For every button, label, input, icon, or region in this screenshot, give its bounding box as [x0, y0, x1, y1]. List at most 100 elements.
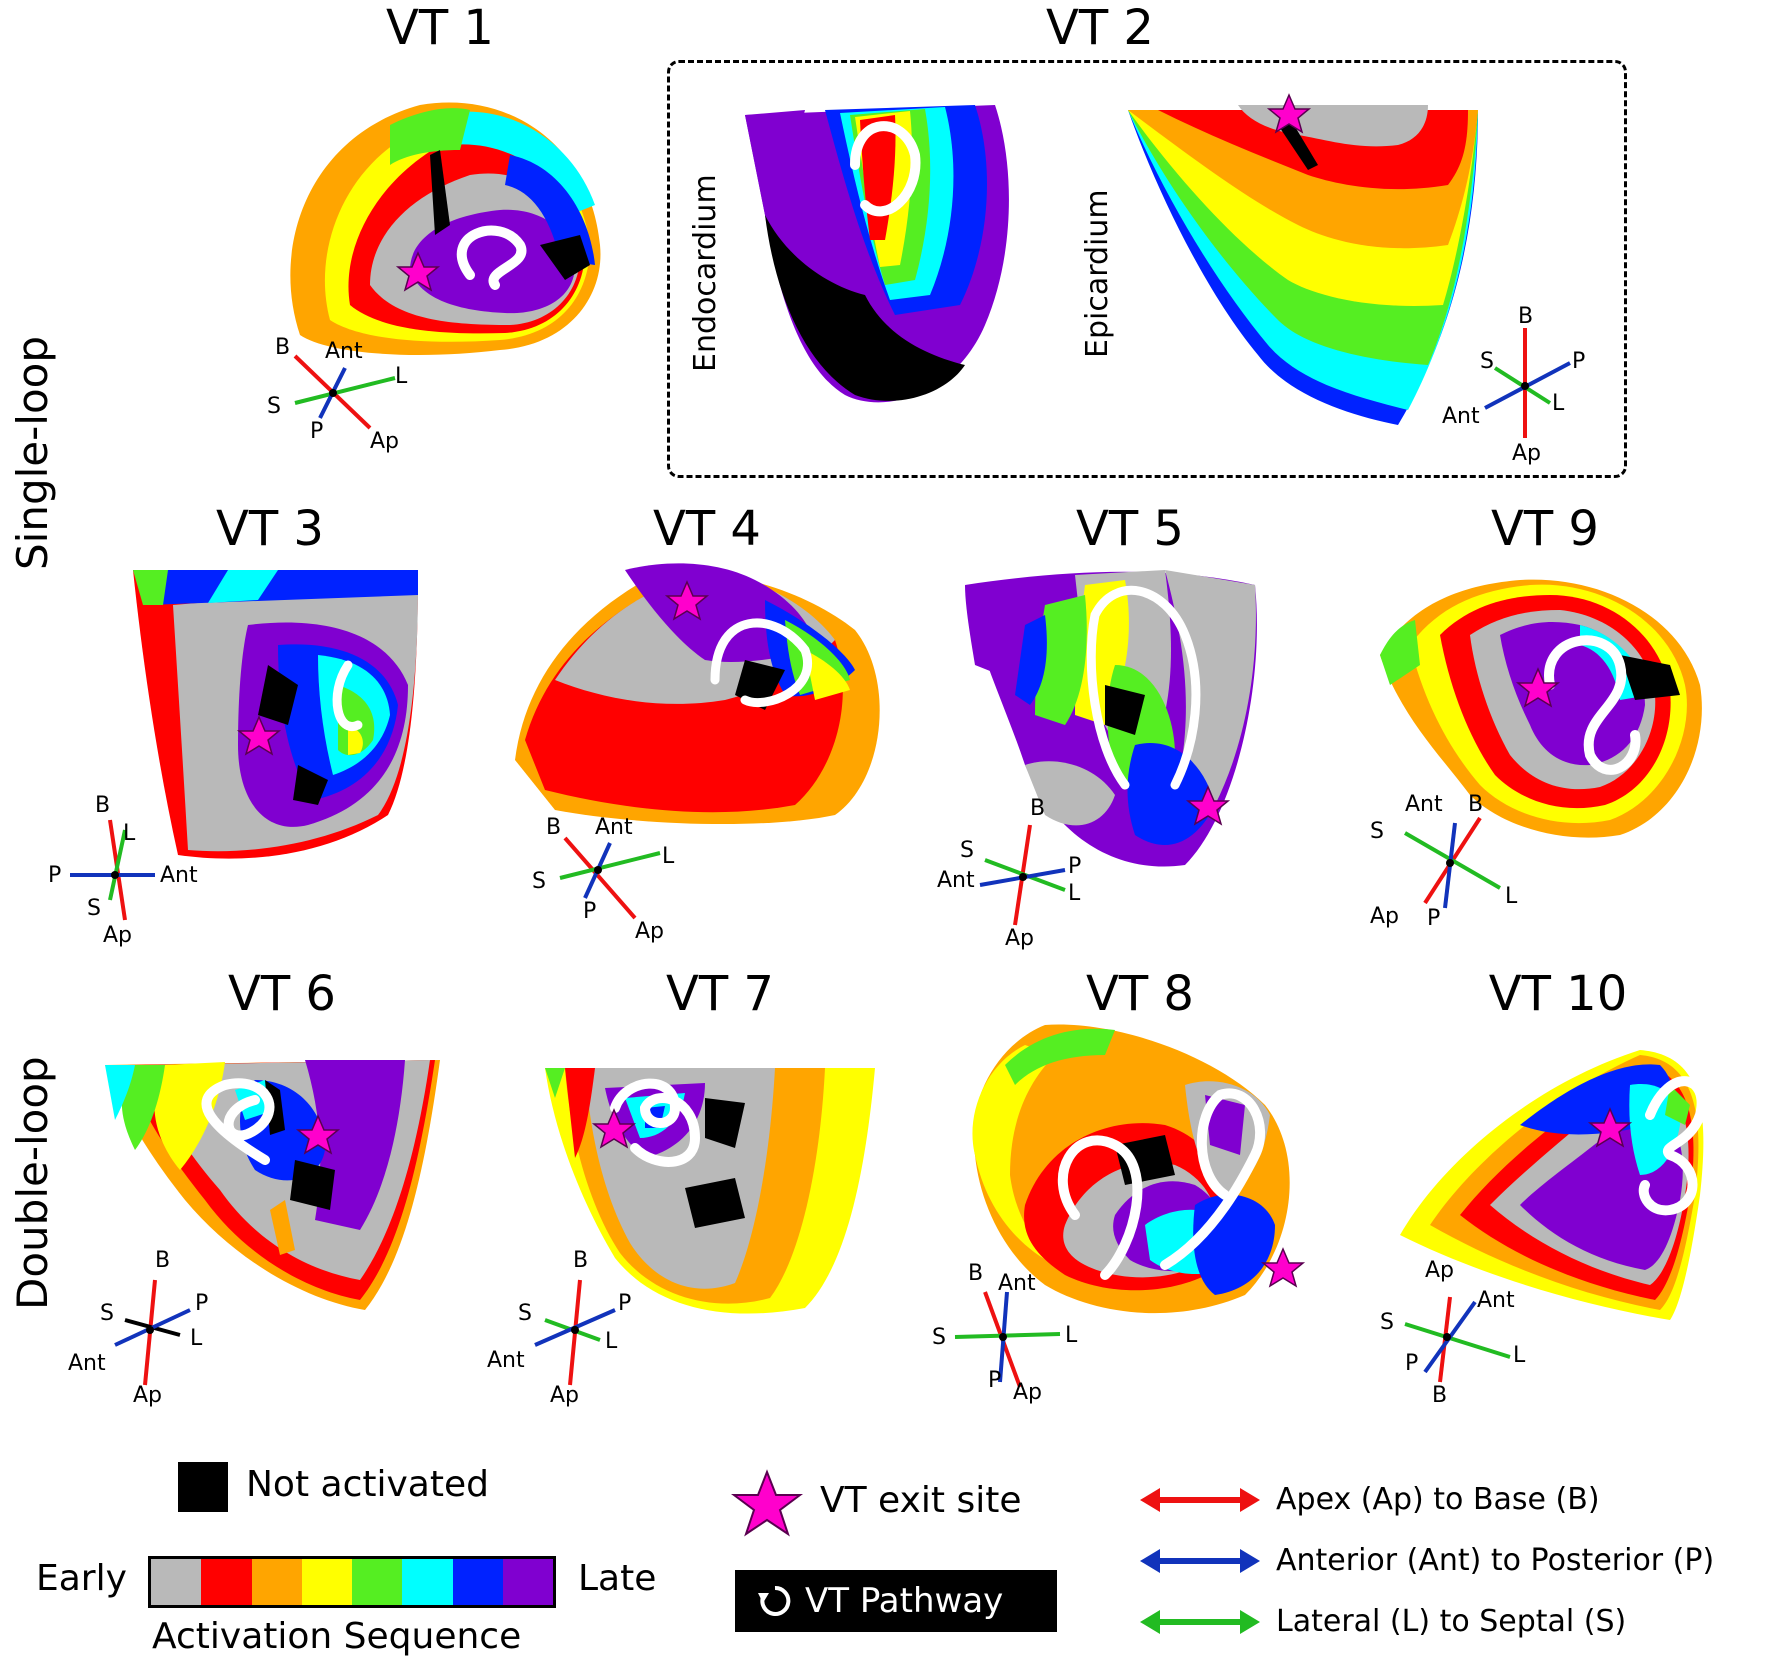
orient-label: Ap [1005, 926, 1034, 951]
orient-label: S [518, 1301, 532, 1326]
orient-label: B [155, 1248, 170, 1273]
orient-label: L [662, 844, 675, 869]
orient-label: S [1380, 1310, 1394, 1335]
ant-post-arrow-icon [1140, 1549, 1260, 1573]
row-label-double-loop: Double-loop [8, 1056, 57, 1310]
orient-label: L [1552, 391, 1565, 416]
orient-label: Ap [1512, 441, 1541, 466]
color-purple [502, 1559, 553, 1605]
axis-lat-sept [294, 376, 396, 405]
orient-label: S [532, 869, 546, 894]
color-green [352, 1559, 403, 1605]
exit-site-label: VT exit site [820, 1480, 1022, 1521]
heart-vt6 [105, 1060, 440, 1310]
color-gray [151, 1559, 202, 1605]
orient-vt5: B S Ant P L Ap [937, 796, 1081, 951]
orient-vt9: Ant B S L Ap P [1370, 792, 1518, 931]
title-vt3: VT 3 [216, 501, 324, 557]
color-red [201, 1559, 252, 1605]
orient-label: Ap [133, 1383, 162, 1408]
early-label: Early [36, 1558, 127, 1599]
title-vt10: VT 10 [1488, 966, 1628, 1022]
pathway-legend: VT Pathway [735, 1570, 1057, 1632]
orient-label: B [1432, 1383, 1447, 1408]
orient-label: B [1030, 796, 1045, 821]
orient-label: L [1068, 881, 1081, 906]
orient-label: Ant [325, 339, 363, 364]
orient-label: Ap [370, 429, 399, 454]
orient-label: B [95, 793, 110, 818]
title-vt9: VT 9 [1491, 501, 1599, 557]
orient-vt1: B Ant L S P Ap [267, 335, 408, 454]
title-vt2: VT 2 [1046, 0, 1154, 56]
orient-label: P [988, 1368, 1001, 1393]
orient-label: P [48, 863, 61, 888]
heart-vt8 [972, 1024, 1306, 1314]
orient-label: L [1065, 1323, 1078, 1348]
orient-label: Ap [103, 923, 132, 948]
orient-label: L [1505, 884, 1518, 909]
vt2-frame [667, 60, 1627, 478]
orient-label: Ap [1370, 904, 1399, 929]
title-vt8: VT 8 [1086, 966, 1194, 1022]
orient-label: L [1513, 1343, 1526, 1368]
axis-lat-sept [559, 851, 661, 880]
orient-label: B [573, 1248, 588, 1273]
orient-vt8: B Ant S L P Ap [932, 1261, 1078, 1405]
color-cyan [402, 1559, 453, 1605]
orient-label: Ap [635, 919, 664, 944]
orient-label: Ant [937, 868, 975, 893]
heart-vt4 [515, 563, 880, 825]
heart-vt2-endocardium [745, 105, 1009, 403]
orient-label: L [605, 1329, 618, 1354]
heart-vt7 [545, 1068, 875, 1314]
pathway-label: VT Pathway [805, 1581, 1004, 1621]
color-orange [251, 1559, 302, 1605]
orient-label: S [1480, 349, 1494, 374]
apex-base-arrow-icon [1140, 1488, 1260, 1512]
apex-base-label: Apex (Ap) to Base (B) [1276, 1482, 1600, 1517]
orient-label: P [1405, 1351, 1418, 1376]
axis-lat-sept [954, 1332, 1061, 1339]
orient-label: P [195, 1291, 208, 1316]
heart-vt2-epicardium [1128, 93, 1478, 425]
orient-vt3: B L P Ant S Ap [48, 793, 198, 948]
title-vt4: VT 4 [653, 501, 761, 557]
activation-colorbar [148, 1556, 556, 1608]
orient-vt4: B Ant L S P Ap [532, 815, 675, 944]
orient-label: Ant [998, 1271, 1036, 1296]
loop-arrow-icon [758, 1585, 791, 1616]
orient-label: Ant [595, 815, 633, 840]
axis-lat-sept [108, 829, 127, 901]
orient-label: B [1518, 304, 1533, 329]
label-epicardium: Epicardium [1080, 189, 1115, 358]
late-label: Late [578, 1558, 657, 1599]
orient-label: B [968, 1261, 983, 1286]
orient-label: Ant [1477, 1288, 1515, 1313]
activation-sequence-label: Activation Sequence [152, 1616, 522, 1657]
orient-label: S [87, 896, 101, 921]
heart-vt10 [1400, 1050, 1707, 1320]
title-vt1: VT 1 [386, 0, 494, 56]
orient-label: S [932, 1325, 946, 1350]
orient-label: Ap [550, 1383, 579, 1408]
orient-label: S [267, 394, 281, 419]
axis-lat-sept [1404, 1322, 1511, 1359]
orient-label: S [100, 1301, 114, 1326]
orient-label: Ant [1405, 792, 1443, 817]
title-vt7: VT 7 [666, 966, 774, 1022]
orient-vt7: B S P L Ant Ap [487, 1248, 631, 1408]
ant-post-label: Anterior (Ant) to Posterior (P) [1276, 1543, 1715, 1578]
orient-label: Ap [1425, 1258, 1454, 1283]
orient-label: P [1427, 906, 1440, 931]
orient-label: Ap [1013, 1380, 1042, 1405]
not-activated-swatch [178, 1462, 228, 1512]
axis-apex-base [563, 836, 637, 920]
orient-label: Ant [1442, 404, 1480, 429]
title-vt5: VT 5 [1076, 501, 1184, 557]
lat-sept-arrow-icon [1140, 1610, 1260, 1634]
orient-label: Ant [68, 1351, 106, 1376]
orient-label: L [123, 821, 136, 846]
orient-label: L [190, 1326, 203, 1351]
heart-vt3 [133, 570, 418, 859]
